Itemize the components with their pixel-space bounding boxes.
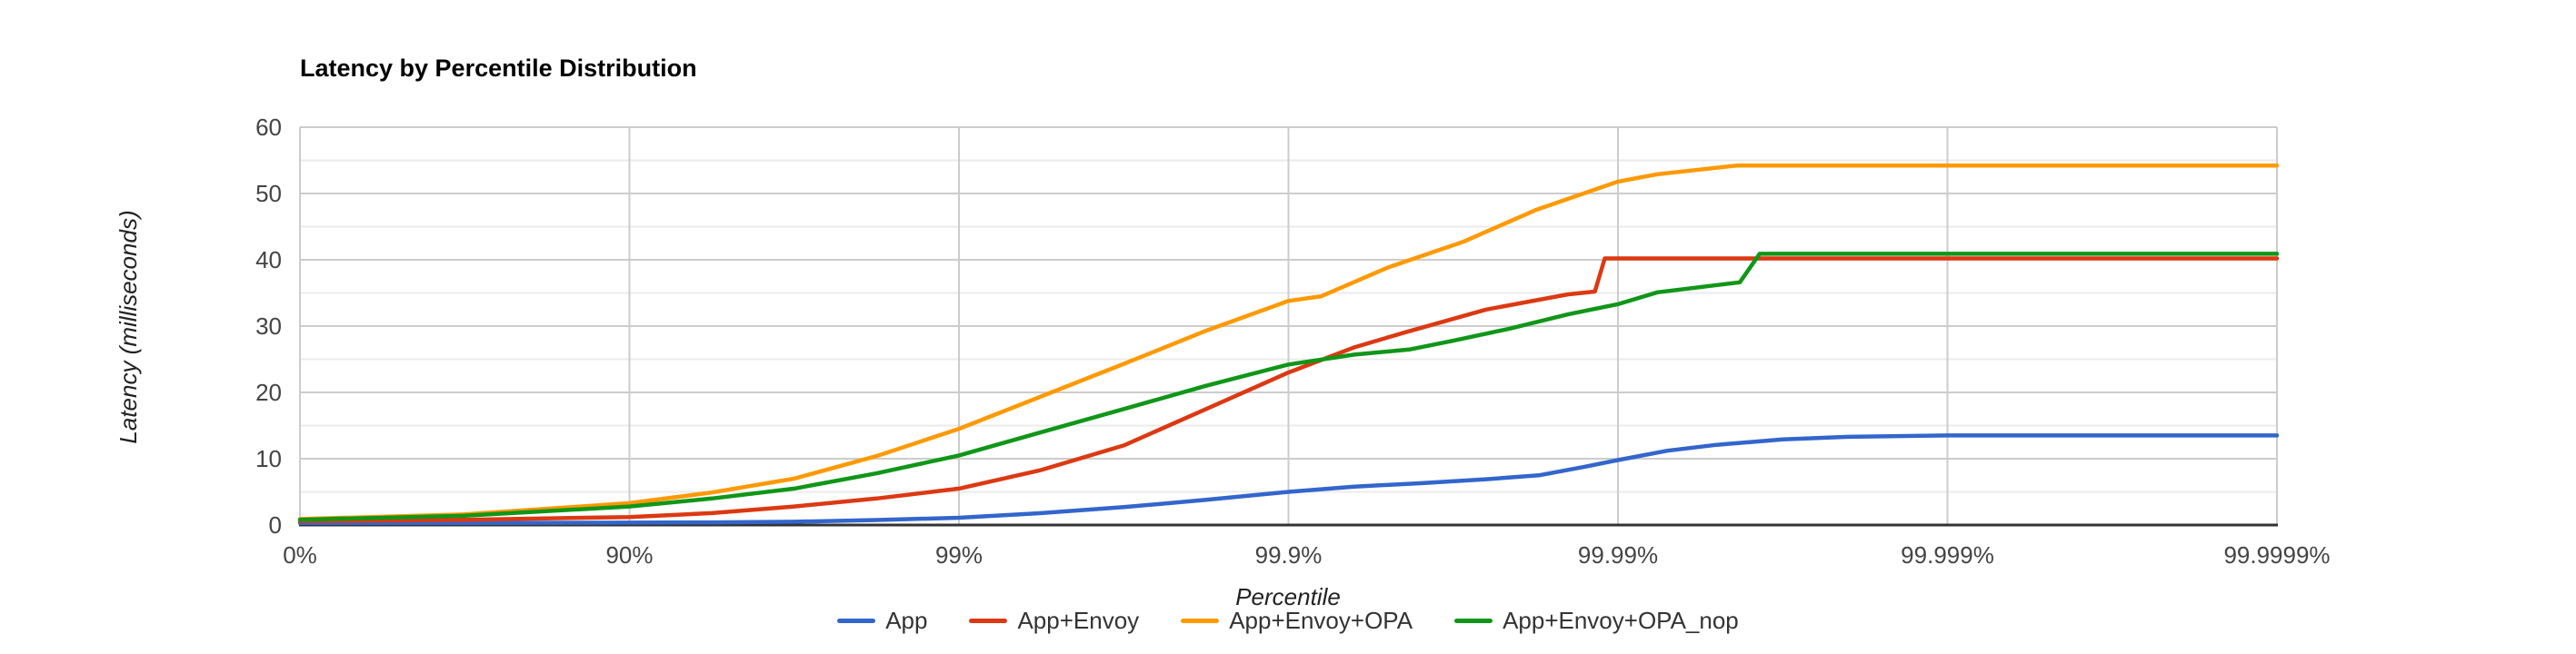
series-line-App+Envoy+OPA[interactable] [297, 164, 2280, 521]
legend: App App+Envoy App+Envoy+OPA App+Envoy+OPA_n… [0, 607, 2576, 635]
legend-label: App+Envoy+OPA_nop [1503, 607, 1739, 634]
y-tick-label: 10 [255, 445, 282, 472]
x-tick-label: 99.9999% [2223, 541, 2331, 569]
y-tick-label: 50 [255, 180, 282, 207]
x-tick-label: 0% [283, 541, 317, 569]
y-tick-label: 40 [255, 246, 282, 273]
legend-line-swatch [1181, 619, 1220, 623]
series-line-App+Envoy+OPA_nop[interactable] [297, 252, 2280, 522]
y-tick-label: 30 [255, 312, 282, 340]
legend-item-App+Envoy+OPA: App+Envoy+OPA [1181, 607, 1413, 635]
legend-line-swatch [837, 619, 876, 623]
x-tick-label: 99.9% [1254, 541, 1323, 569]
legend-line-swatch [969, 619, 1008, 623]
series-line-App+Envoy[interactable] [297, 256, 2280, 523]
legend-item-App+Envoy: App+Envoy [969, 607, 1139, 635]
x-axis-title: Percentile [1235, 583, 1341, 610]
x-tick-label: 90% [605, 541, 654, 569]
x-tick-label: 99% [934, 541, 983, 569]
x-tick-label: 99.999% [1901, 541, 1994, 569]
y-tick-label: 60 [255, 114, 282, 141]
legend-label: App [885, 607, 928, 634]
legend-line-swatch [1454, 619, 1493, 623]
chart-title: Latency by Percentile Distribution [300, 54, 697, 82]
legend-item-App: App [837, 607, 927, 635]
y-tick-label: 20 [255, 379, 282, 406]
y-tick-label: 0 [268, 511, 282, 539]
legend-label: App+Envoy [1017, 607, 1140, 634]
x-tick-label: 99.99% [1577, 541, 1659, 569]
legend-label: App+Envoy+OPA [1229, 607, 1413, 634]
series-line-App[interactable] [297, 433, 2280, 526]
legend-item-App+Envoy+OPA_nop: App+Envoy+OPA_nop [1454, 607, 1739, 635]
